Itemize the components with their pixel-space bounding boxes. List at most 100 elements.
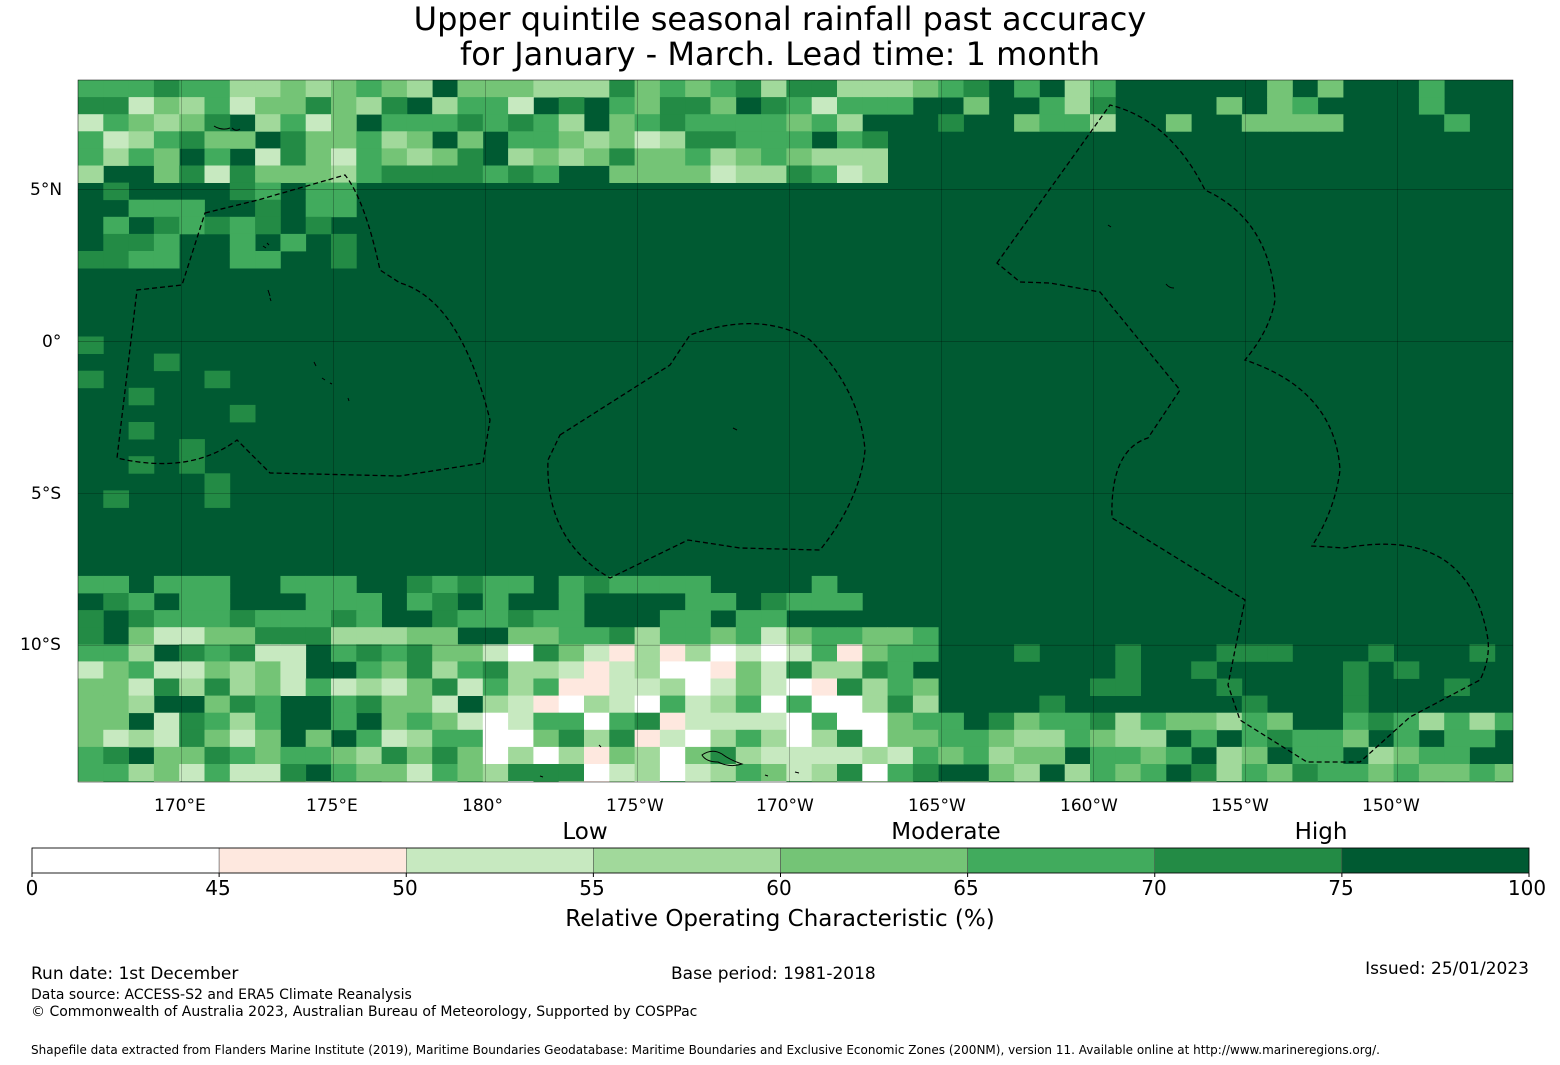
grid-cell — [128, 114, 155, 132]
grid-cell — [305, 627, 332, 645]
grid-cell — [1216, 644, 1243, 662]
grid-cell — [78, 370, 104, 389]
grid-cell — [1064, 97, 1091, 115]
grid-cell — [229, 182, 256, 201]
grid-cell — [761, 644, 787, 662]
grid-cell — [887, 97, 914, 115]
grid-cell — [710, 131, 737, 149]
grid-cell — [938, 781, 964, 782]
legend-tick: 65 — [953, 876, 979, 900]
grid-cell — [128, 627, 155, 645]
grid-cell — [78, 695, 104, 714]
grid-cell — [710, 165, 737, 183]
legend-tick: 0 — [25, 876, 39, 900]
run-date: Run date: 1st December — [31, 964, 239, 984]
grid-cell — [229, 97, 256, 115]
grid-cell — [735, 746, 762, 765]
grid-cell — [1115, 661, 1141, 679]
grid-cell — [786, 678, 813, 696]
grid-cell — [912, 712, 939, 731]
grid-cell — [634, 148, 661, 166]
grid-cell — [685, 627, 711, 645]
grid-cell — [912, 764, 939, 782]
grid-cell — [204, 370, 231, 389]
grid-cell — [685, 644, 711, 662]
grid-cell — [406, 575, 433, 594]
grid-cell — [482, 729, 509, 748]
accuracy-grid — [78, 80, 1513, 782]
grid-cell — [558, 746, 585, 765]
grid-cell — [1368, 644, 1394, 662]
grid-cell — [938, 746, 964, 765]
grid-cell — [78, 336, 104, 354]
grid-cell — [457, 764, 484, 782]
grid-cell — [103, 80, 129, 98]
grid-cell — [786, 781, 813, 782]
grid-cell — [1039, 97, 1066, 115]
grid-cell — [457, 610, 484, 628]
grid-cell — [508, 575, 534, 594]
grid-cell — [584, 627, 610, 645]
grid-cell — [761, 148, 787, 166]
grid-cell — [1039, 746, 1066, 765]
legend-tick: 100 — [1507, 876, 1547, 900]
legend-tick: 75 — [1328, 876, 1354, 900]
grid-cell — [912, 678, 939, 696]
grid-cell — [558, 131, 585, 149]
grid-cell — [331, 781, 357, 782]
grid-cell — [406, 627, 433, 645]
grid-cell — [331, 97, 357, 115]
grid-cell — [78, 678, 104, 696]
grid-cell — [735, 148, 762, 166]
grid-cell — [508, 764, 534, 782]
grid-cell — [761, 97, 787, 115]
grid-cell — [659, 781, 686, 782]
grid-cell — [761, 80, 787, 98]
island-outline — [213, 125, 231, 130]
grid-cell — [381, 644, 408, 662]
grid-cell — [482, 764, 509, 782]
grid-cell — [508, 644, 534, 662]
grid-cell — [432, 695, 458, 714]
grid-cell — [1191, 781, 1217, 782]
grid-cell — [153, 114, 180, 132]
grid-cell — [103, 251, 129, 269]
grid-cell — [761, 627, 787, 645]
grid-cell — [938, 712, 964, 731]
grid-cell — [305, 97, 332, 115]
grid-cell — [735, 695, 762, 714]
grid-cell — [735, 80, 762, 98]
grid-cell — [204, 627, 231, 645]
grid-cell — [153, 575, 180, 594]
grid-cell — [634, 781, 661, 782]
grid-cell — [862, 148, 888, 166]
grid-cell — [179, 764, 205, 782]
grid-cell — [1267, 729, 1293, 748]
grid-cell — [685, 695, 711, 714]
grid-cell — [406, 148, 433, 166]
grid-cell — [128, 233, 155, 252]
grid-cell — [558, 627, 585, 645]
grid-cell — [1216, 746, 1243, 765]
grid-cell — [1064, 729, 1091, 748]
grid-cell — [179, 610, 205, 628]
grid-cell — [457, 80, 484, 98]
grid-cell — [685, 575, 711, 594]
grid-cell — [255, 746, 281, 765]
grid-cell — [659, 627, 686, 645]
grid-cell — [204, 165, 231, 183]
legend-tick: 60 — [766, 876, 792, 900]
grid-cell — [811, 80, 838, 98]
grid-cell — [659, 764, 686, 782]
grid-cell — [381, 764, 408, 782]
grid-cell — [432, 764, 458, 782]
grid-cell — [1241, 781, 1268, 782]
grid-cell — [1115, 781, 1141, 782]
grid-cell — [103, 233, 129, 252]
grid-cell — [255, 627, 281, 645]
grid-cell — [406, 80, 433, 98]
grid-cell — [710, 80, 737, 98]
grid-cell — [305, 199, 332, 218]
grid-cell — [609, 729, 635, 748]
grid-cell — [78, 661, 104, 679]
